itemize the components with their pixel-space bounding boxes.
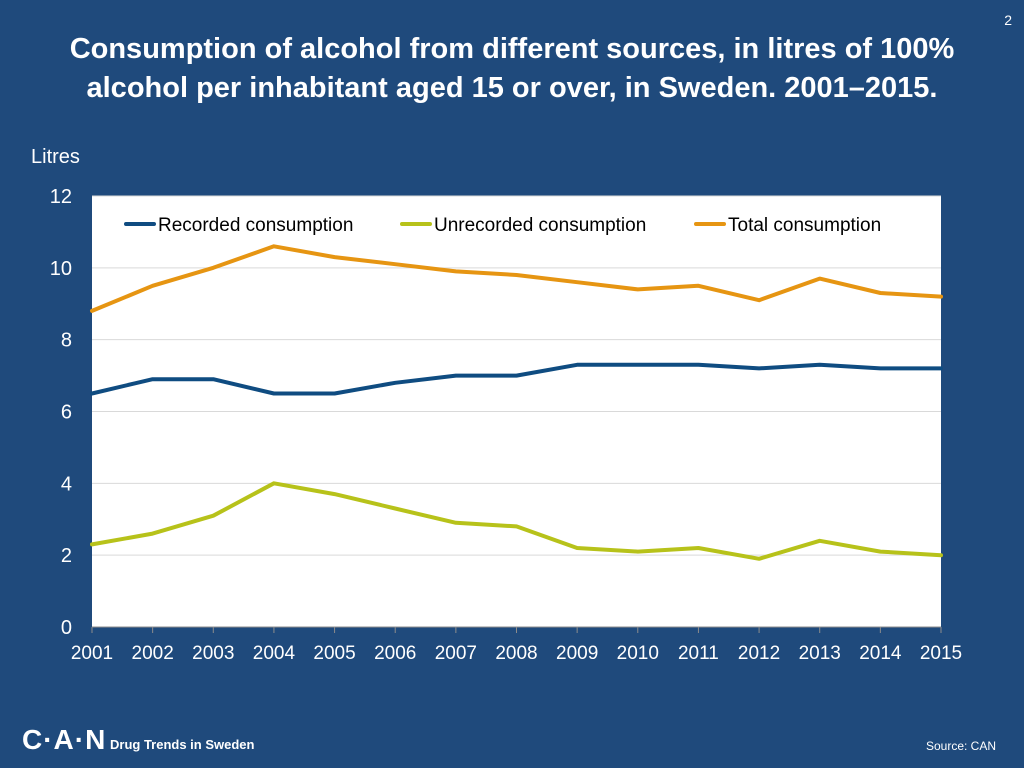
can-logo: C·A·N xyxy=(22,724,107,755)
source-note: Source: CAN xyxy=(925,739,996,753)
y-tick-label: 4 xyxy=(61,473,72,495)
x-tick-label: 2003 xyxy=(192,643,234,664)
y-tick-label: 12 xyxy=(50,186,72,208)
series-line-unrecorded-consumption xyxy=(90,481,943,561)
footer-tagline: Drug Trends in Sweden xyxy=(110,737,255,752)
y-tick-label: 8 xyxy=(61,330,72,352)
series-lines xyxy=(90,244,943,561)
x-tick-label: 2012 xyxy=(738,643,780,664)
x-tick-label: 2013 xyxy=(799,643,841,664)
legend: Recorded consumption Unrecorded consumpti… xyxy=(124,215,881,236)
x-tick-label: 2014 xyxy=(859,643,902,664)
y-axis-label: Litres xyxy=(31,146,80,168)
x-tick-label: 2001 xyxy=(71,643,113,664)
y-tick-label: 2 xyxy=(61,545,72,567)
x-tick-labels: 2001 2002 2003 2004 2005 2006 2007 2008 2009 2010… xyxy=(71,643,962,664)
x-tick-label: 2005 xyxy=(313,643,355,664)
x-tick-label: 2011 xyxy=(678,643,719,664)
series-line-total-consumption xyxy=(90,244,943,313)
legend-label-unrecorded-consumption: Unrecorded consumption xyxy=(434,215,646,236)
x-tick-label: 2008 xyxy=(495,643,537,664)
x-tick-label: 2004 xyxy=(253,643,296,664)
y-tick-label: 0 xyxy=(61,617,72,639)
x-axis xyxy=(91,626,942,633)
x-tick-label: 2007 xyxy=(435,643,477,664)
y-tick-label: 10 xyxy=(50,258,72,280)
gridlines xyxy=(92,195,941,556)
x-tick-label: 2010 xyxy=(617,643,659,664)
y-tick-label: 6 xyxy=(61,402,72,424)
x-tick-label: 2015 xyxy=(920,643,962,664)
series-line-recorded-consumption xyxy=(90,362,943,396)
slide-number: 2 xyxy=(1004,12,1012,28)
legend-label-recorded-consumption: Recorded consumption xyxy=(158,215,353,236)
legend-label-total-consumption: Total consumption xyxy=(728,215,881,236)
y-tick-labels: 0 2 4 6 8 10 12 xyxy=(50,186,72,639)
x-tick-label: 2002 xyxy=(132,643,174,664)
x-tick-label: 2009 xyxy=(556,643,598,664)
x-tick-label: 2006 xyxy=(374,643,416,664)
chart-title: Consumption of alcohol from different so… xyxy=(69,33,955,104)
